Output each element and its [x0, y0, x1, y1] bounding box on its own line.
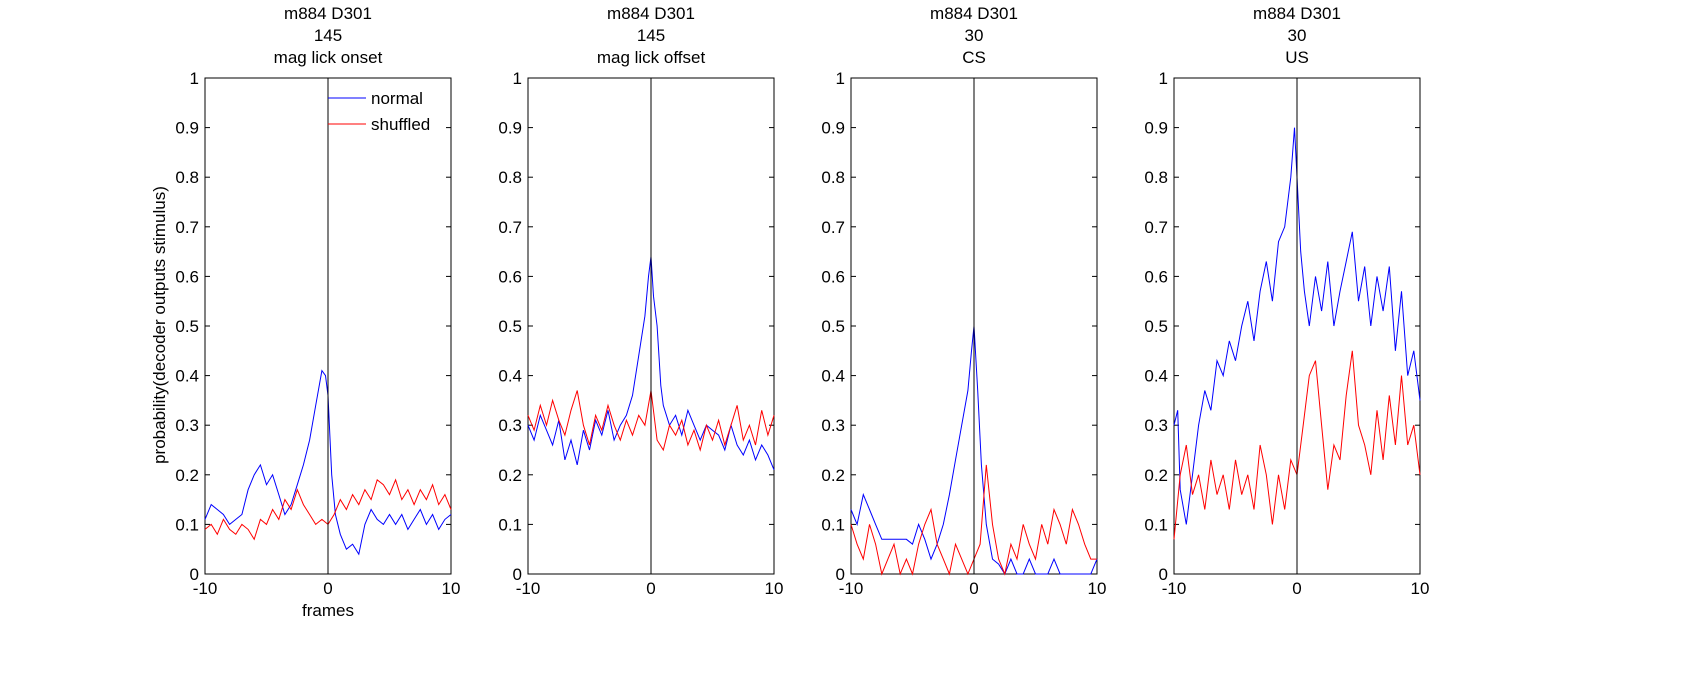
- subplot-title-line: CS: [962, 48, 986, 67]
- subplot-title-line: 145: [314, 26, 342, 45]
- y-tick-label: 0.2: [175, 466, 199, 485]
- legend-label-normal: normal: [371, 89, 423, 108]
- y-tick-label: 0.6: [175, 267, 199, 286]
- x-tick-label: -10: [839, 579, 864, 598]
- y-tick-label: 0.5: [498, 317, 522, 336]
- y-tick-label: 0.5: [821, 317, 845, 336]
- y-tick-label: 0.2: [821, 466, 845, 485]
- y-tick-label: 0: [836, 565, 845, 584]
- y-tick-label: 0.4: [1144, 367, 1168, 386]
- subplot-1: 00.10.20.30.40.50.60.70.80.91-10 0 10m884 …: [175, 4, 460, 620]
- subplot-title-line: mag lick offset: [597, 48, 706, 67]
- x-tick-label: 10: [1411, 579, 1430, 598]
- y-tick-label: 0.4: [498, 367, 522, 386]
- x-tick-label: 10: [765, 579, 784, 598]
- legend-label-shuffled: shuffled: [371, 115, 430, 134]
- y-tick-label: 0.9: [175, 119, 199, 138]
- y-tick-label: 0.7: [175, 218, 199, 237]
- x-tick-label: -10: [193, 579, 218, 598]
- y-tick-label: 0.1: [821, 515, 845, 534]
- y-tick-label: 0.3: [821, 416, 845, 435]
- y-tick-label: 0.6: [821, 267, 845, 286]
- y-tick-label: 0: [190, 565, 199, 584]
- y-tick-label: 0.7: [821, 218, 845, 237]
- x-tick-label: -10: [1162, 579, 1187, 598]
- y-tick-label: 0.1: [175, 515, 199, 534]
- y-tick-label: 0.9: [1144, 119, 1168, 138]
- subplot-title-line: US: [1285, 48, 1309, 67]
- y-tick-label: 0.4: [175, 367, 199, 386]
- y-tick-label: 0.2: [498, 466, 522, 485]
- x-tick-label: 10: [1088, 579, 1107, 598]
- legend: normal shuffled: [328, 89, 430, 134]
- subplot-title-line: m884 D301: [284, 4, 372, 23]
- y-tick-label: 0.8: [1144, 168, 1168, 187]
- x-tick-label: 0: [646, 579, 655, 598]
- subplot-title-line: m884 D301: [1253, 4, 1341, 23]
- y-tick-label: 1: [836, 69, 845, 88]
- subplot-title-line: 30: [965, 26, 984, 45]
- y-tick-label: 0.6: [498, 267, 522, 286]
- y-tick-label: 0.5: [1144, 317, 1168, 336]
- x-tick-label: -10: [516, 579, 541, 598]
- y-tick-label: 0.6: [1144, 267, 1168, 286]
- subplot-title-line: 145: [637, 26, 665, 45]
- y-tick-label: 0.9: [821, 119, 845, 138]
- subplot-3: 00.10.20.30.40.50.60.70.80.91-10 0 10m884 …: [821, 4, 1106, 598]
- subplot-title-line: m884 D301: [607, 4, 695, 23]
- y-tick-label: 0.1: [498, 515, 522, 534]
- y-tick-label: 0: [1159, 565, 1168, 584]
- x-axis-label: frames: [302, 601, 354, 620]
- y-axis-label: probability(decoder outputs stimulus): [150, 186, 169, 464]
- y-tick-label: 0.2: [1144, 466, 1168, 485]
- series-line-normal: [1173, 127, 1421, 525]
- y-tick-label: 0.7: [498, 218, 522, 237]
- subplot-title-line: 30: [1288, 26, 1307, 45]
- y-tick-label: 0.8: [498, 168, 522, 187]
- subplot-grid: 00.10.20.30.40.50.60.70.80.91-10 0 10m884 …: [175, 4, 1429, 620]
- y-tick-label: 0.8: [821, 168, 845, 187]
- y-tick-label: 0.3: [175, 416, 199, 435]
- y-tick-label: 1: [513, 69, 522, 88]
- x-tick-label: 10: [442, 579, 461, 598]
- y-tick-label: 1: [190, 69, 199, 88]
- subplot-title-line: mag lick onset: [274, 48, 383, 67]
- y-tick-label: 0.8: [175, 168, 199, 187]
- subplot-2: 00.10.20.30.40.50.60.70.80.91-10 0 10m884 …: [498, 4, 783, 598]
- x-tick-label: 0: [1292, 579, 1301, 598]
- x-tick-label: 0: [969, 579, 978, 598]
- y-tick-label: 0.3: [1144, 416, 1168, 435]
- y-tick-label: 0.9: [498, 119, 522, 138]
- y-tick-label: 0.5: [175, 317, 199, 336]
- subplot-title-line: m884 D301: [930, 4, 1018, 23]
- y-tick-label: 0.1: [1144, 515, 1168, 534]
- y-tick-label: 0.4: [821, 367, 845, 386]
- y-tick-label: 1: [1159, 69, 1168, 88]
- subplot-4: 00.10.20.30.40.50.60.70.80.91-10 0 10m884 …: [1144, 4, 1429, 598]
- y-tick-label: 0.3: [498, 416, 522, 435]
- y-tick-label: 0: [513, 565, 522, 584]
- x-tick-label: 0: [323, 579, 332, 598]
- y-tick-label: 0.7: [1144, 218, 1168, 237]
